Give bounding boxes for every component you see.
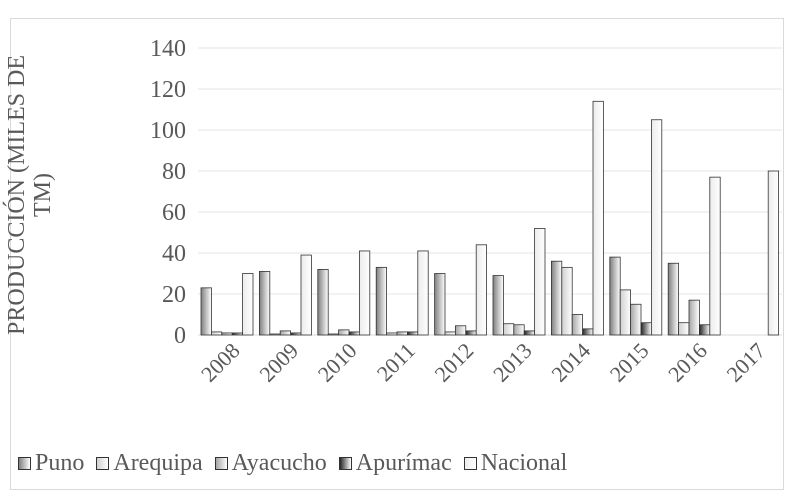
bar: [258, 271, 271, 336]
bar: [534, 227, 546, 336]
bar: [221, 332, 233, 336]
bar: [640, 322, 652, 336]
x-tick-label: 2014: [546, 338, 595, 387]
x-tick-label: 2016: [663, 338, 712, 387]
bar: [242, 273, 254, 336]
y-tick-label: 20: [162, 282, 186, 308]
bar: [417, 250, 429, 336]
x-tick-label: 2010: [313, 338, 362, 387]
legend-item: Arequipa: [96, 450, 203, 477]
legend-label: Nacional: [480, 450, 568, 476]
legend-swatch: [463, 457, 477, 470]
bar: [358, 250, 371, 336]
bar: [513, 324, 525, 336]
legend-swatch: [18, 457, 31, 470]
legend-swatch: [214, 457, 228, 470]
legend-item: Apurímac: [338, 450, 452, 477]
bar: [667, 262, 680, 336]
bar: [338, 329, 350, 336]
x-tick-label: 2008: [196, 338, 245, 387]
bar: [279, 330, 292, 336]
bar: [592, 100, 604, 336]
legend-swatch: [96, 457, 110, 470]
bar: [767, 170, 780, 336]
bar: [699, 324, 711, 336]
legend-label: Arequipa: [113, 450, 203, 476]
bar: [465, 330, 477, 336]
legend-label: Apurímac: [355, 450, 452, 476]
y-tick-label: 40: [162, 241, 186, 267]
legend-item: Nacional: [463, 450, 568, 477]
x-tick-label: 2011: [372, 338, 420, 386]
legend-label: Ayacucho: [231, 450, 327, 476]
legend-label: Puno: [35, 450, 85, 476]
bar: [454, 325, 467, 336]
y-tick-label: 100: [150, 118, 186, 144]
bar: [571, 314, 584, 336]
y-tick-label: 60: [162, 200, 186, 226]
x-tick-label: 2015: [605, 338, 654, 387]
bar: [434, 273, 446, 336]
legend-item: Puno: [18, 450, 84, 477]
bar: [327, 333, 340, 336]
y-axis-label: PRODUCCIÓN (MILES DE TM): [4, 55, 56, 336]
y-tick-label: 0: [174, 323, 186, 349]
bar: [396, 331, 408, 336]
bar: [375, 266, 388, 336]
y-tick-label: 80: [162, 159, 186, 185]
x-tick-label: 2013: [488, 338, 537, 387]
bar: [475, 244, 488, 336]
bar: [561, 266, 573, 336]
bar: [630, 303, 642, 336]
chart-frame: [10, 18, 784, 490]
bar: [317, 268, 329, 336]
y-tick-label: 140: [150, 36, 186, 62]
bar: [269, 333, 281, 336]
bar: [492, 275, 504, 336]
legend-item: Ayacucho: [214, 450, 327, 477]
x-tick-label: 2017: [722, 338, 771, 387]
bar: [688, 299, 700, 336]
x-tick-label: 2012: [430, 338, 479, 387]
y-tick-label: 120: [150, 77, 186, 103]
legend: Puno Arequipa Ayacucho Apurímac Nacional: [18, 450, 567, 477]
bar: [444, 331, 456, 336]
bar: [523, 330, 536, 336]
bar: [210, 331, 223, 336]
x-tick-label: 2009: [254, 338, 303, 387]
bar: [300, 254, 312, 336]
bar: [582, 328, 594, 336]
bar: [609, 256, 621, 336]
bar: [290, 332, 302, 336]
bar: [231, 332, 243, 336]
bar: [348, 331, 360, 336]
bar: [651, 119, 663, 336]
bar: [619, 289, 632, 336]
bar: [551, 260, 563, 336]
bar: [709, 176, 721, 336]
bar: [502, 323, 515, 336]
bar: [406, 331, 419, 336]
bar: [200, 287, 212, 336]
bar: [386, 332, 398, 336]
bar: [678, 322, 690, 336]
legend-swatch: [338, 457, 352, 470]
